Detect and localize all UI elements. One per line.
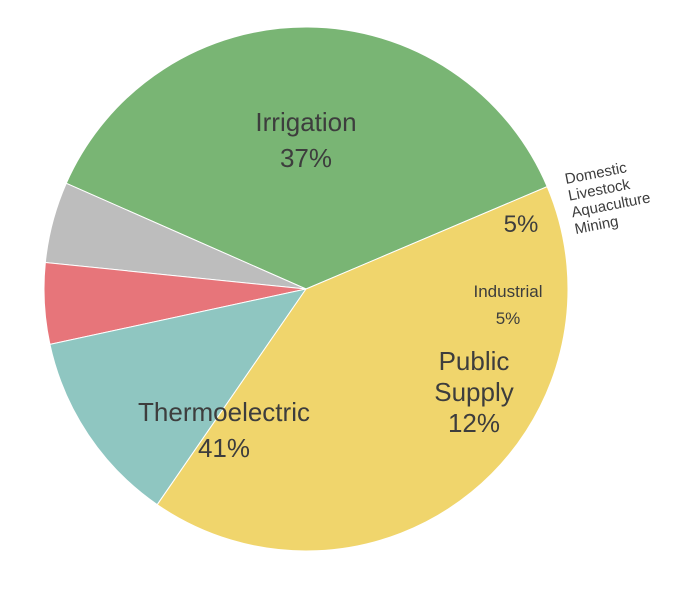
slice-label-1: Irrigation 37% [255,107,356,173]
slice-label-line: 5% [496,309,521,328]
pie-slice-5 [156,185,569,552]
pie-slice-1 [65,26,548,290]
slice-label-line: Thermoelectric [138,397,310,427]
slice-label-line: Supply [434,377,514,407]
slice-label-line: 41% [198,433,250,463]
pie-slice-4 [49,288,308,506]
slice-label-5: Thermoelectric 41% [138,397,310,463]
slice-label-line: 12% [448,408,500,438]
slice-label-line: Irrigation [255,107,356,137]
slice-label-line: 37% [280,143,332,173]
slice-label-line: Public [439,346,510,376]
slice-label-3: Industrial 5% [474,282,543,328]
slice-percent-label: 5% [504,211,539,238]
slice-label-line: Industrial [474,282,543,301]
